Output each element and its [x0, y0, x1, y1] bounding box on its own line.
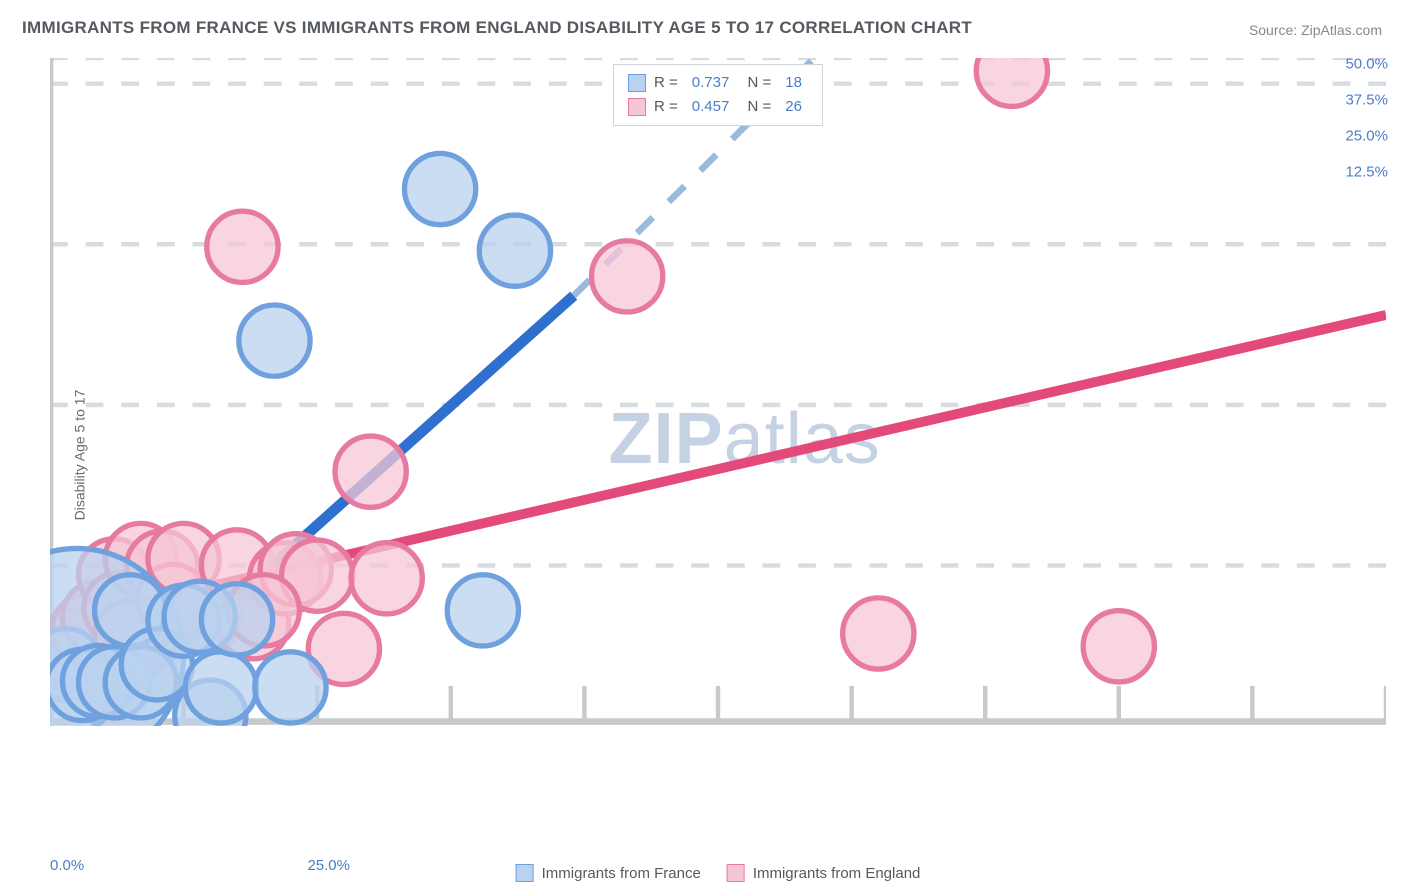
n-value-england: 26 — [785, 95, 802, 119]
legend-row-england: R = 0.457 N = 26 — [628, 95, 808, 119]
chart-container: Disability Age 5 to 17 ZIPatlas R = 0.73… — [50, 58, 1386, 852]
legend-item-france: Immigrants from France — [516, 864, 701, 882]
swatch-icon — [727, 864, 745, 882]
legend-row-france: R = 0.737 N = 18 — [628, 71, 808, 95]
chart-title: IMMIGRANTS FROM FRANCE VS IMMIGRANTS FRO… — [22, 18, 972, 38]
swatch-icon — [516, 864, 534, 882]
y-tick-label: 25.0% — [1345, 127, 1388, 144]
y-tick-label: 50.0% — [1345, 55, 1388, 72]
swatch-france — [628, 74, 646, 92]
x-tick-label: 25.0% — [307, 857, 350, 874]
swatch-england — [628, 98, 646, 116]
legend-item-england: Immigrants from England — [727, 864, 921, 882]
legend-label: Immigrants from France — [542, 865, 701, 882]
correlation-legend: R = 0.737 N = 18 R = 0.457 N = 26 — [613, 64, 823, 126]
r-value-france: 0.737 — [692, 71, 730, 95]
r-value-england: 0.457 — [692, 95, 730, 119]
legend-label: Immigrants from England — [753, 865, 921, 882]
y-tick-label: 12.5% — [1345, 163, 1388, 180]
source-label: Source: ZipAtlas.com — [1249, 22, 1382, 38]
y-tick-label: 37.5% — [1345, 91, 1388, 108]
series-legend: Immigrants from France Immigrants from E… — [516, 864, 921, 882]
x-tick-label: 0.0% — [50, 857, 84, 874]
scatter-plot-svg — [50, 58, 1386, 726]
n-value-france: 18 — [785, 71, 802, 95]
